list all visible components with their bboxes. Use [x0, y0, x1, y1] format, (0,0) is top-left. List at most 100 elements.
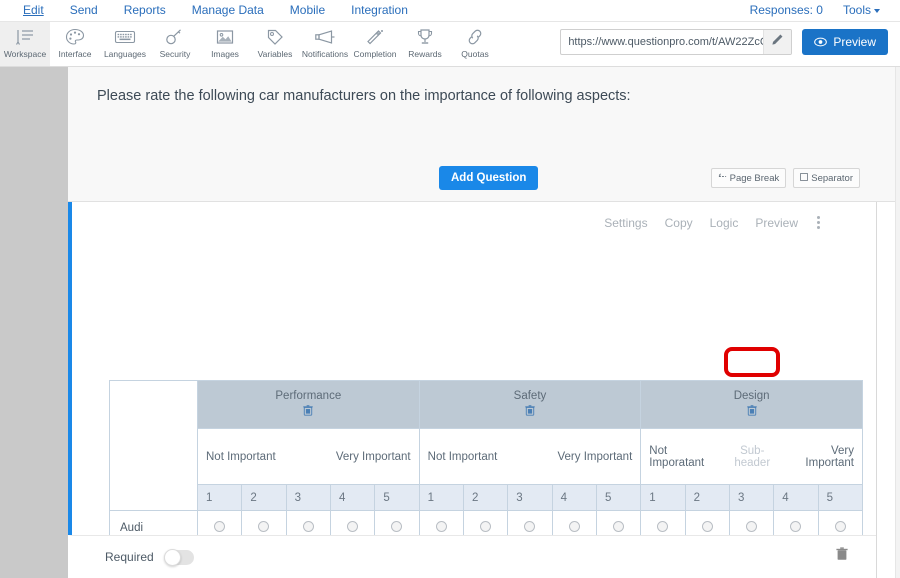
subheader-performance[interactable]: Not Important Very Important [197, 428, 420, 485]
tools-dropdown[interactable]: Tools [833, 0, 890, 21]
trash-icon[interactable] [198, 405, 419, 419]
required-toggle[interactable] [164, 549, 194, 566]
scale-cell: 1 [640, 484, 686, 511]
vertical-scrollbar[interactable] [895, 67, 900, 578]
radio-button[interactable] [834, 521, 846, 532]
matrix-scale-row: 1 2 3 4 5 1 2 3 4 5 1 2 3 [110, 484, 864, 511]
subheader-right-design: Very Important [805, 444, 854, 469]
toolbar-item-workspace[interactable]: Workspace [0, 22, 50, 66]
radio-button[interactable] [302, 521, 314, 532]
radio-button[interactable] [701, 521, 713, 532]
scale-cell: 3 [728, 484, 775, 511]
separator-label: Separator [811, 172, 853, 184]
top-menu-items: Edit Send Reports Manage Data Mobile Int… [0, 0, 421, 21]
tools-label: Tools [842, 3, 871, 17]
page-break-button[interactable]: Page Break [710, 168, 787, 188]
subheader-design[interactable]: Not Imporatant Sub-header Very Important [640, 428, 863, 485]
radio-button[interactable] [746, 521, 758, 532]
editor-toolbar: Workspace Interface Languages Security I [0, 22, 900, 67]
scale-cell: 4 [551, 484, 597, 511]
radio-button[interactable] [214, 521, 226, 532]
scale-cell: 2 [684, 484, 730, 511]
toolbar-item-quotas[interactable]: Quotas [450, 22, 500, 66]
toolbar-item-completion[interactable]: Completion [350, 22, 400, 66]
matrix-group-header-row: Performance Safety [109, 380, 863, 511]
toolbar-item-languages[interactable]: Languages [100, 22, 150, 66]
trash-icon[interactable] [420, 405, 641, 419]
survey-url-text: https://www.questionpro.com/t/AW22ZcC [568, 36, 764, 48]
separator-button[interactable]: Separator [793, 168, 860, 188]
scale-cell: 5 [595, 484, 642, 511]
toggle-knob [164, 549, 181, 566]
lock-icon [165, 26, 185, 48]
subheader-safety[interactable]: Not Important Very Important [418, 428, 642, 485]
more-vertical-icon[interactable] [815, 214, 822, 231]
scale-cell: 2 [462, 484, 509, 511]
pencil-icon [771, 33, 784, 51]
trash-icon[interactable] [641, 405, 862, 419]
toolbar-label-notifications: Notifications [301, 49, 349, 59]
menu-item-edit[interactable]: Edit [23, 3, 44, 17]
logic-highlight-ring [724, 347, 780, 377]
toolbar-label-security: Security [159, 49, 191, 59]
top-menu-right: Responses: 0 Tools [740, 0, 900, 21]
page-break-icon [718, 172, 727, 184]
survey-url-zone: https://www.questionpro.com/t/AW22ZcC Pr… [560, 22, 900, 55]
delete-question-button[interactable] [836, 547, 848, 566]
question-copy-link[interactable]: Copy [664, 215, 693, 230]
image-icon [215, 26, 235, 48]
subheader-left-safety: Not Important [427, 450, 498, 463]
toolbar-item-variables[interactable]: Variables [250, 22, 300, 66]
toolbar-label-completion: Completion [353, 49, 397, 59]
radio-button[interactable] [524, 521, 536, 532]
question-preview-link[interactable]: Preview [755, 215, 798, 230]
radio-button[interactable] [480, 521, 492, 532]
toolbar-item-images[interactable]: Images [200, 22, 250, 66]
menu-item-send[interactable]: Send [69, 3, 98, 17]
radio-button[interactable] [790, 521, 802, 532]
survey-canvas: Please rate the following car manufactur… [68, 67, 900, 578]
menu-item-integration[interactable]: Integration [351, 3, 408, 17]
radio-button[interactable] [613, 521, 625, 532]
preview-button[interactable]: Preview [802, 29, 888, 55]
scale-cell: 5 [817, 484, 864, 511]
scale-cell: 1 [418, 484, 464, 511]
menu-item-reports[interactable]: Reports [123, 3, 166, 17]
add-question-row: Add Question Page Break Separator [68, 163, 900, 203]
radio-button[interactable] [347, 521, 359, 532]
separator-icon [800, 172, 809, 184]
radio-button[interactable] [435, 521, 447, 532]
trash-icon [836, 547, 848, 565]
toolbar-item-notifications[interactable]: Notifications [300, 22, 350, 66]
radio-button[interactable] [568, 521, 580, 532]
toolbar-label-variables: Variables [257, 49, 293, 59]
radio-button[interactable] [258, 521, 270, 532]
megaphone-icon [314, 26, 336, 48]
question-settings-link[interactable]: Settings [604, 215, 648, 230]
matrix-group-performance: Performance [197, 380, 420, 429]
responses-count: Responses: 0 [749, 3, 823, 17]
required-label: Required [105, 550, 154, 564]
survey-url-box[interactable]: https://www.questionpro.com/t/AW22ZcC [560, 29, 793, 55]
tag-icon [265, 26, 285, 48]
question-footer: Required [68, 535, 876, 578]
group-label-safety: Safety [513, 390, 547, 402]
eye-icon [814, 37, 828, 47]
menu-item-manage-data[interactable]: Manage Data [191, 3, 264, 17]
group-label-performance: Performance [275, 390, 342, 402]
add-question-button[interactable]: Add Question [439, 166, 539, 190]
magic-wand-icon [365, 26, 385, 48]
radio-button[interactable] [657, 521, 669, 532]
question-logic-link[interactable]: Logic [709, 215, 739, 230]
chain-icon [465, 26, 485, 48]
edit-url-button[interactable] [763, 30, 792, 54]
trophy-icon [415, 26, 435, 48]
toolbar-item-security[interactable]: Security [150, 22, 200, 66]
radio-button[interactable] [391, 521, 403, 532]
scale-cell: 3 [285, 484, 331, 511]
toolbar-item-interface[interactable]: Interface [50, 22, 100, 66]
subheader-right-safety: Very Important [557, 450, 633, 463]
toolbar-item-rewards[interactable]: Rewards [400, 22, 450, 66]
menu-item-mobile[interactable]: Mobile [289, 3, 326, 17]
